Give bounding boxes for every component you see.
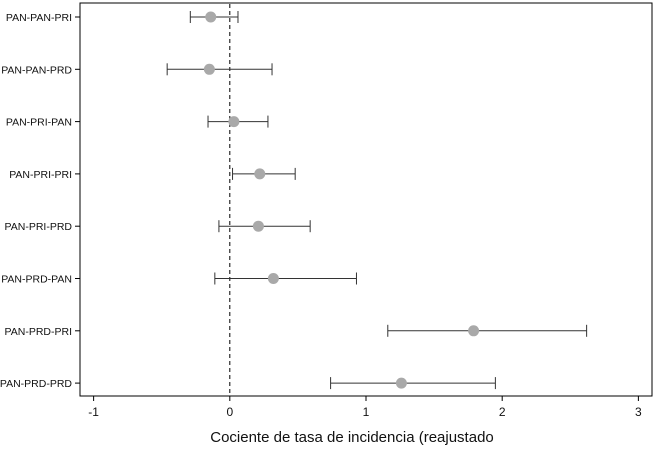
forest-row: PAN-PRI-PRD <box>5 220 311 233</box>
point-estimate <box>228 116 240 128</box>
x-tick-label: 2 <box>499 405 506 419</box>
forest-row: PAN-PAN-PRD <box>1 63 273 76</box>
category-label: PAN-PRD-PRD <box>0 378 72 390</box>
data-rows: PAN-PAN-PRI PAN-PAN-PRD PAN-PRI-PAN PAN-PRI… <box>0 11 588 390</box>
forest-row: PAN-PRD-PRD <box>0 377 496 390</box>
x-tick-label: 0 <box>226 405 233 419</box>
point-estimate <box>468 325 480 337</box>
x-tick-label: 3 <box>635 405 642 419</box>
point-estimate <box>205 11 217 23</box>
plot-frame <box>79 2 653 397</box>
x-tick-label: -1 <box>88 405 99 419</box>
forest-row: PAN-PAN-PRI <box>6 11 239 24</box>
x-axis-ticks: -1 0 1 2 3 <box>88 396 642 419</box>
category-label: PAN-PRI-PRD <box>5 221 73 233</box>
category-label: PAN-PAN-PRI <box>6 12 72 24</box>
point-estimate <box>267 273 279 284</box>
point-estimate <box>395 377 407 389</box>
forest-row: PAN-PRI-PAN <box>6 115 269 129</box>
category-label: PAN-PRI-PRI <box>9 169 72 181</box>
category-label: PAN-PRD-PRI <box>5 326 72 338</box>
point-estimate <box>254 168 266 180</box>
forest-row: PAN-PRD-PRI <box>5 324 588 338</box>
x-axis-title: Cociente de tasa de incidencia (reajusta… <box>210 429 494 446</box>
category-label: PAN-PRI-PAN <box>6 117 72 129</box>
forest-row: PAN-PRD-PAN <box>1 272 357 286</box>
x-tick-label: 1 <box>363 405 370 419</box>
point-estimate <box>203 63 215 75</box>
point-estimate <box>252 220 264 232</box>
category-label: PAN-PRD-PAN <box>1 274 72 286</box>
category-label: PAN-PAN-PRD <box>1 64 72 76</box>
forest-row: PAN-PRI-PRI <box>9 167 296 181</box>
